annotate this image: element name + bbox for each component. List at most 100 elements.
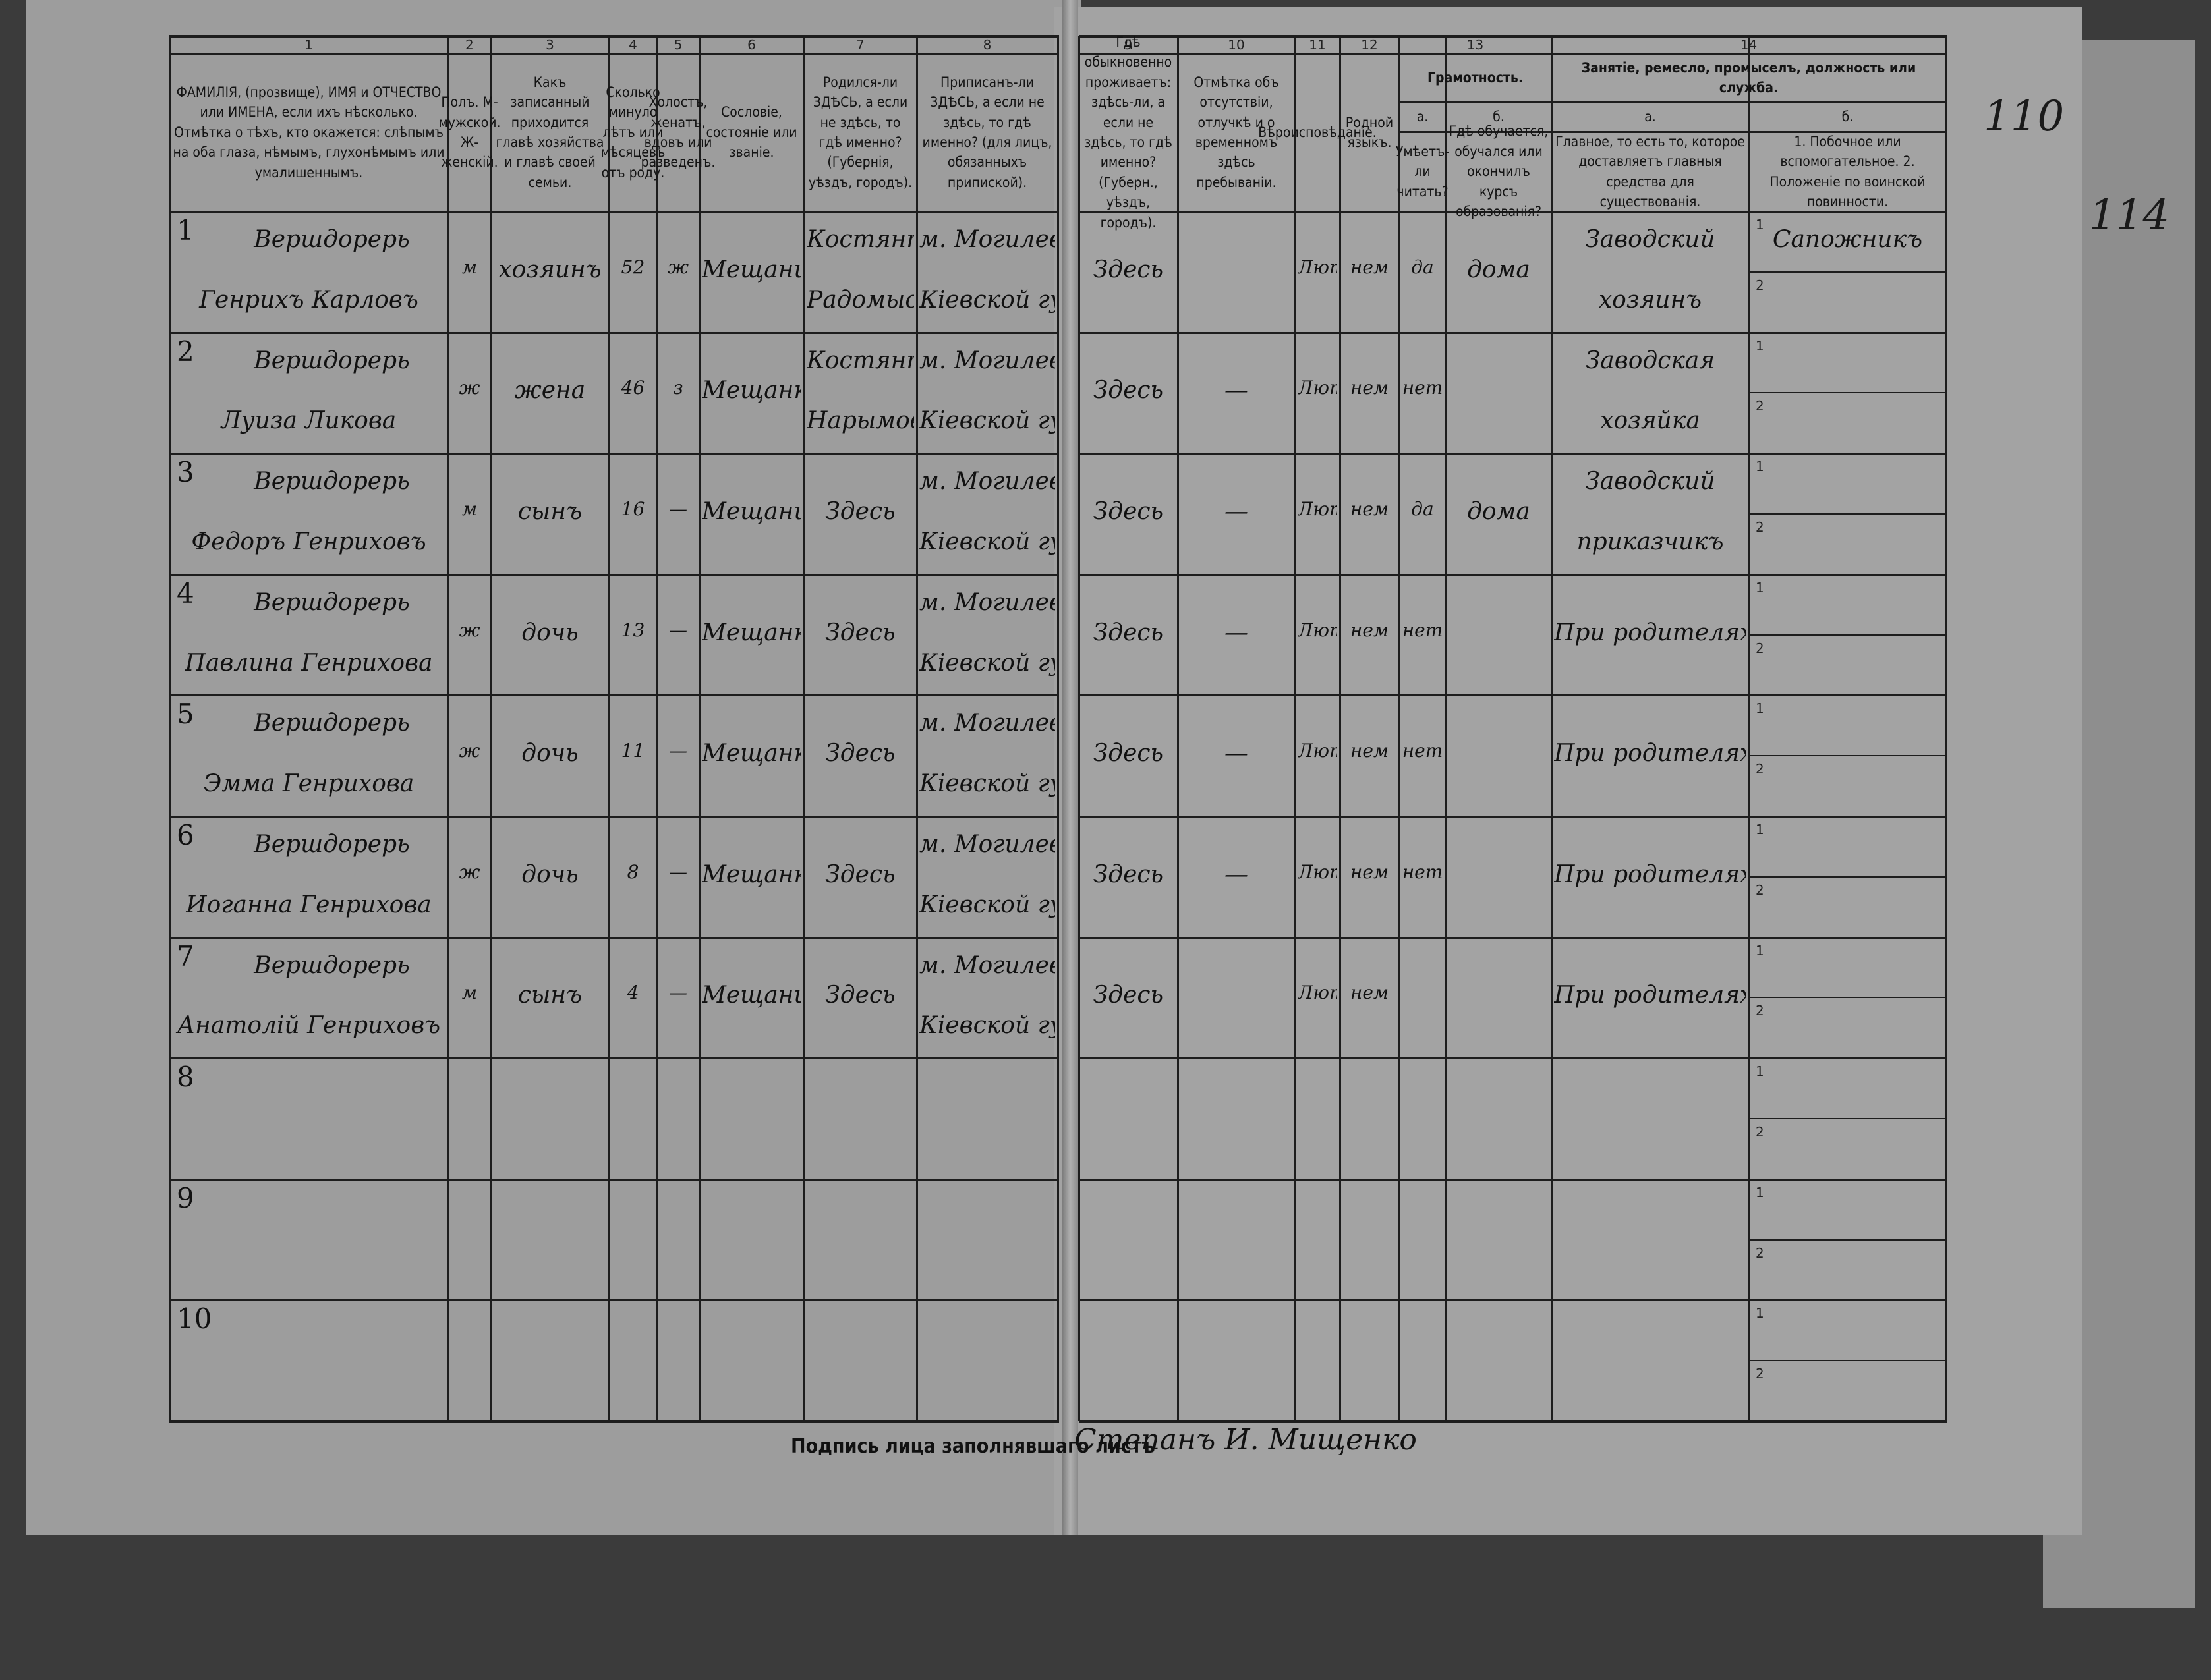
column-number: 5 — [674, 37, 683, 53]
sub-label: 1 — [1756, 459, 1764, 475]
row-rule — [169, 331, 1059, 334]
half-rule — [1749, 1239, 1947, 1241]
handwritten-entry: Лют — [1298, 256, 1337, 278]
handwritten-entry: Кіевской губ. — [919, 770, 1055, 798]
handwritten-entry: Кіевской губ. — [919, 649, 1055, 677]
column-number: 8 — [983, 37, 992, 53]
row-rule — [169, 1420, 1059, 1423]
handwritten-entry: — — [1224, 740, 1248, 768]
left-page — [26, 0, 1081, 1535]
handwritten-entry: Эмма Генрихова — [203, 770, 415, 798]
signature-label: Подпись лица заполнявшаго листъ — [791, 1435, 1155, 1458]
column-header: Приписанъ-ли ЗДѢСЬ, а если не здѣсь, то … — [922, 74, 1052, 190]
handwritten-entry: сынъ — [517, 982, 583, 1009]
group-header: Грамотность. — [1427, 69, 1523, 86]
row-rule — [169, 816, 1059, 818]
handwritten-entry: Федоръ Генриховъ — [191, 528, 426, 555]
column-header: Родной языкъ. — [1345, 114, 1394, 150]
handwritten-entry: — — [1224, 498, 1248, 525]
handwritten-entry: м. Могилевъ — [919, 710, 1055, 737]
handwritten-entry: 4 — [627, 982, 639, 1004]
row-number: 9 — [177, 1181, 194, 1214]
half-rule — [1749, 634, 1947, 636]
vertical-rule — [1057, 36, 1059, 1421]
handwritten-entry: Вершдорерь — [254, 468, 410, 495]
handwritten-entry: Здесь — [825, 982, 896, 1009]
handwritten-entry: хозяйка — [1600, 407, 1700, 435]
row-number: 7 — [177, 939, 194, 972]
row-rule — [169, 453, 1059, 455]
vertical-rule — [1398, 36, 1400, 1421]
handwritten-entry: Мещанка — [702, 619, 801, 646]
handwritten-entry: Здесь — [1093, 377, 1164, 405]
table-top-rule — [169, 35, 1059, 38]
group-header: Занятіе, ремесло, промыселъ, должность и… — [1581, 59, 1916, 96]
margin-note: 110 — [1984, 92, 2065, 141]
handwritten-entry: ж — [459, 860, 480, 883]
right-page — [1054, 7, 2082, 1535]
handwritten-entry: — — [669, 498, 687, 520]
row-rule — [169, 694, 1059, 697]
column-header: Сколько минуло лѣтъ или мѣсяцевъ отъ род… — [600, 84, 666, 181]
column-number: 11 — [1309, 37, 1326, 53]
sub-header: Главное, то есть то, которое доставляетъ… — [1555, 133, 1745, 210]
handwritten-entry: Заводский — [1585, 226, 1715, 253]
handwritten-entry: Заводский — [1585, 468, 1715, 495]
row-rule — [1079, 694, 1947, 697]
handwritten-entry: Радомысльск. — [807, 286, 914, 314]
sub-label: 2 — [1756, 1366, 1764, 1382]
handwritten-entry: — — [669, 982, 687, 1004]
sub-label: 1 — [1756, 579, 1764, 596]
sub-label: 2 — [1756, 277, 1764, 293]
row-rule — [1079, 573, 1947, 576]
handwritten-entry: хозяинъ — [498, 256, 602, 283]
column-number: 12 — [1361, 37, 1378, 53]
handwritten-entry: Кіевской губ. — [919, 407, 1055, 435]
handwritten-entry: дочь — [521, 619, 579, 646]
sub-label: 1 — [1756, 1063, 1764, 1080]
column-number: 2 — [465, 37, 474, 53]
handwritten-entry: 16 — [621, 498, 645, 520]
handwritten-entry: дома — [1467, 256, 1530, 283]
vertical-rule — [490, 36, 492, 1421]
sub-label: 2 — [1756, 640, 1764, 656]
column-header: Какъ записанный приходится главѣ хозяйст… — [496, 74, 604, 190]
handwritten-entry: нем — [1350, 498, 1389, 520]
handwritten-entry: Вершдорерь — [254, 347, 410, 374]
vertical-rule — [1294, 36, 1296, 1421]
vertical-rule — [1445, 36, 1447, 1421]
number-row-rule — [169, 53, 1059, 55]
column-number: 10 — [1228, 37, 1245, 53]
handwritten-entry: з — [673, 377, 683, 399]
handwritten-entry: — — [669, 740, 687, 762]
handwritten-entry: м. Могилевъ — [919, 468, 1055, 495]
half-rule — [1749, 997, 1947, 999]
handwritten-entry: м — [461, 982, 478, 1004]
handwritten-entry: да — [1411, 256, 1434, 278]
handwritten-entry: ж — [459, 740, 480, 762]
row-number: 10 — [177, 1302, 212, 1335]
sub-label: 1 — [1756, 1184, 1764, 1200]
handwritten-entry: Иоганна Генрихова — [186, 891, 432, 918]
sub-label: 2 — [1756, 761, 1764, 777]
handwritten-entry: Мещанка — [702, 377, 801, 405]
handwritten-entry: Здесь — [1093, 860, 1164, 888]
handwritten-entry: ж — [668, 256, 689, 278]
sub-header: 1. Побочное или вспомогательное. 2. Поло… — [1769, 133, 1926, 210]
handwritten-entry: — — [669, 860, 687, 883]
row-number: 2 — [177, 335, 194, 368]
handwritten-entry: Лют — [1298, 377, 1337, 399]
sub-header: Умѣетъ-ли читать? — [1395, 143, 1450, 200]
handwritten-entry: м. Могилевъ — [919, 226, 1055, 253]
column-number: 3 — [546, 37, 554, 53]
vertical-rule — [803, 36, 805, 1421]
sub-letter: б. — [1493, 109, 1505, 125]
half-rule — [1749, 1360, 1947, 1362]
handwritten-entry: Сапожникъ — [1772, 226, 1923, 253]
sub-label: 1 — [1756, 217, 1764, 233]
handwritten-entry: Лют — [1298, 498, 1337, 520]
sub-label: 1 — [1756, 1305, 1764, 1322]
handwritten-entry: Здесь — [825, 498, 896, 525]
handwritten-entry: Здесь — [825, 740, 896, 768]
